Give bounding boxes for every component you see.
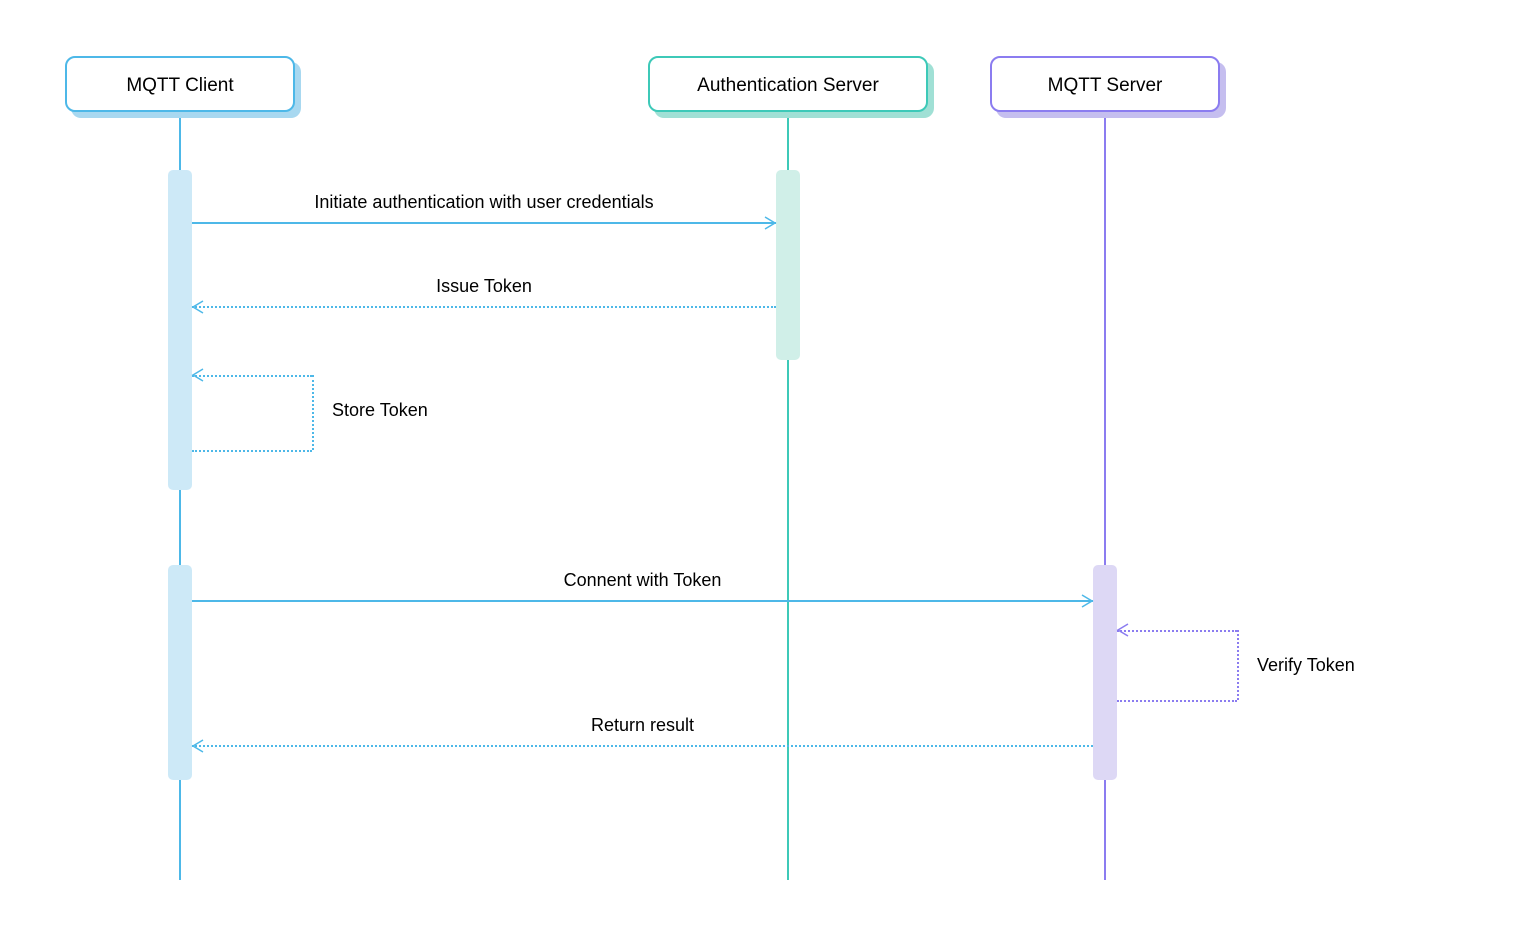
- message-label-0: Initiate authentication with user creden…: [314, 192, 653, 213]
- activation-auth-1: [776, 170, 800, 360]
- message-label-5: Return result: [591, 715, 694, 736]
- message-arrow-3: [192, 600, 1093, 602]
- activation-server-3: [1093, 565, 1117, 780]
- message-arrow-5: [192, 745, 1093, 747]
- message-label-3: Connent with Token: [564, 570, 722, 591]
- message-label-1: Issue Token: [436, 276, 532, 297]
- message-label-4: Verify Token: [1257, 655, 1355, 676]
- message-arrow-1: [192, 306, 776, 308]
- participant-box-auth: Authentication Server: [648, 56, 928, 112]
- activation-client-0: [168, 170, 192, 490]
- participant-box-client: MQTT Client: [65, 56, 295, 112]
- participant-box-server: MQTT Server: [990, 56, 1220, 112]
- sequence-diagram: MQTT Client Authentication Server MQTT Ser…: [0, 0, 1520, 926]
- activation-client-2: [168, 565, 192, 780]
- message-label-2: Store Token: [332, 400, 428, 421]
- message-arrow-0: [192, 222, 776, 224]
